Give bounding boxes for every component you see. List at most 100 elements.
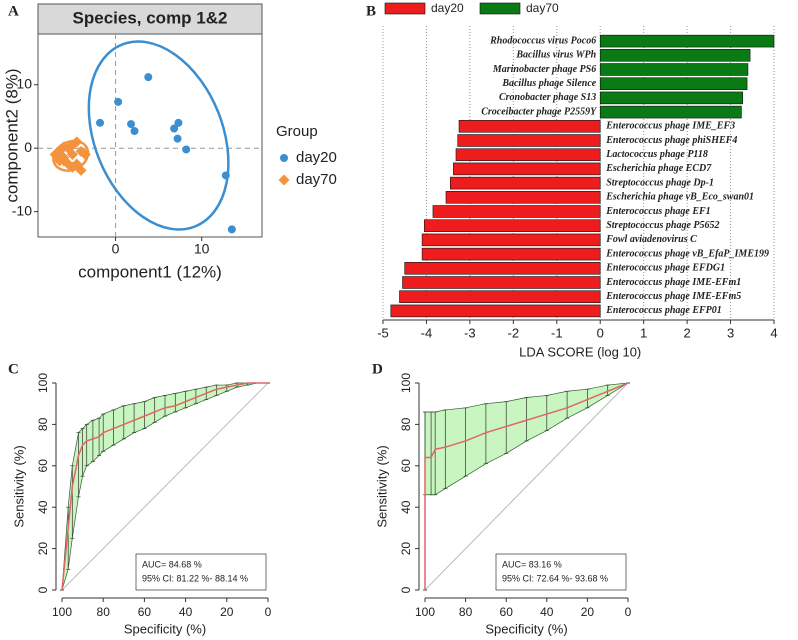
annotation: 95% CI: 72.64 %- 93.68 % xyxy=(502,573,608,583)
panel-label: D xyxy=(372,361,383,377)
x-tick-label: 60 xyxy=(500,605,514,619)
bar xyxy=(399,290,601,303)
x-tick-label: 1 xyxy=(640,325,647,340)
x-tick-label: 3 xyxy=(727,325,734,340)
y-axis-label: Sensitivity (%) xyxy=(374,445,389,527)
point xyxy=(75,164,87,176)
y-tick-label: 20 xyxy=(399,542,413,556)
x-tick-label: -2 xyxy=(508,325,520,340)
y-axis-label: Sensitivity (%) xyxy=(11,445,26,527)
y-tick-label: 60 xyxy=(36,459,50,473)
point xyxy=(221,171,230,180)
category-label: Lactococcus phage P118 xyxy=(605,149,708,160)
bar xyxy=(390,304,601,318)
x-tick-label: 40 xyxy=(179,605,193,619)
x-axis-label: Specificity (%) xyxy=(124,621,206,636)
y-axis-label: component2 (8%) xyxy=(2,68,21,202)
bar xyxy=(455,148,601,161)
x-axis-label: component1 (12%) xyxy=(78,262,222,281)
x-axis-label: LDA SCORE (log 10) xyxy=(519,344,641,359)
panel-label: C xyxy=(8,361,19,377)
legend-marker xyxy=(278,174,290,186)
y-tick-label: -10 xyxy=(12,202,32,218)
y-tick-label: 60 xyxy=(399,459,413,473)
annotation: AUC= 84.68 % xyxy=(142,559,202,569)
legend-swatch xyxy=(479,2,521,15)
category-label: Streptococcus phage P5652 xyxy=(606,220,719,231)
point xyxy=(127,120,136,129)
category-label: Fowl aviadenovirus C xyxy=(605,234,697,245)
category-label: Enterococcus phage EFP01 xyxy=(605,305,722,316)
point xyxy=(96,118,105,127)
bar xyxy=(599,63,749,76)
bar xyxy=(599,49,751,62)
chart-title: Species, comp 1&2 xyxy=(73,8,228,27)
y-tick-label: 0 xyxy=(399,586,413,593)
x-tick-label: -4 xyxy=(421,325,433,340)
x-tick-label: -3 xyxy=(464,325,476,340)
point xyxy=(174,118,183,127)
legend-label: day70 xyxy=(526,1,559,15)
bar xyxy=(599,105,742,119)
bar xyxy=(421,247,601,261)
y-tick-label: 20 xyxy=(36,542,50,556)
x-tick-label: 0 xyxy=(112,241,120,257)
bar xyxy=(404,262,601,275)
roc-line xyxy=(61,382,268,591)
category-label: Enterococcus phage IME-EFm1 xyxy=(605,277,741,288)
ci-bound xyxy=(424,382,629,590)
category-label: Enterococcus phage EF1 xyxy=(605,206,710,217)
bar xyxy=(421,233,601,247)
point xyxy=(173,134,182,143)
title-strip xyxy=(37,3,263,35)
y-tick-label: 80 xyxy=(36,417,50,431)
bar xyxy=(599,91,744,105)
chance-line xyxy=(61,382,269,591)
legend-label: day20 xyxy=(431,1,464,15)
legend-swatch xyxy=(384,2,426,15)
bar xyxy=(599,77,748,90)
point xyxy=(62,158,74,170)
point xyxy=(170,124,179,133)
annotation: AUC= 83.16 % xyxy=(502,559,562,569)
category-label: Enterococcus phage vB_EfaP_IME199 xyxy=(605,248,769,259)
point xyxy=(79,149,91,161)
x-axis-label: Specificity (%) xyxy=(485,621,567,636)
panel-label: A xyxy=(8,3,19,19)
ellipse xyxy=(87,40,230,231)
x-tick-label: 0 xyxy=(597,325,604,340)
x-tick-label: 10 xyxy=(194,241,210,257)
y-tick-label: 0 xyxy=(24,139,32,155)
point xyxy=(66,139,78,151)
point xyxy=(227,225,236,234)
x-tick-label: 100 xyxy=(415,605,435,619)
category-label: Escherichia phage ECD7 xyxy=(605,163,712,174)
bar xyxy=(453,162,601,176)
bar xyxy=(457,134,601,147)
bar xyxy=(445,191,601,204)
y-tick-label: 100 xyxy=(399,373,413,393)
x-tick-label: 40 xyxy=(540,605,554,619)
point xyxy=(66,149,78,161)
y-tick-label: 100 xyxy=(36,373,50,393)
y-tick-label: 0 xyxy=(36,586,50,593)
chance-line xyxy=(424,382,629,591)
point xyxy=(144,73,153,82)
legend-title: Group xyxy=(276,123,318,140)
x-tick-label: 60 xyxy=(138,605,152,619)
bar xyxy=(432,205,601,218)
bar xyxy=(450,176,601,190)
legend-label: day20 xyxy=(296,149,337,166)
category-label: Marinobacter phage PS6 xyxy=(492,64,596,75)
ci-bound xyxy=(61,382,268,591)
bar xyxy=(458,120,601,133)
x-tick-label: 0 xyxy=(625,605,632,619)
panel-label: B xyxy=(366,3,376,19)
legend-label: day70 xyxy=(296,171,337,188)
x-tick-label: 80 xyxy=(459,605,473,619)
y-tick-label: 40 xyxy=(36,500,50,514)
annotation-box xyxy=(135,553,267,591)
category-label: Streptococcus phage Dp-1 xyxy=(606,177,714,188)
category-label: Enterococcus phage phiSHEF4 xyxy=(605,135,737,146)
